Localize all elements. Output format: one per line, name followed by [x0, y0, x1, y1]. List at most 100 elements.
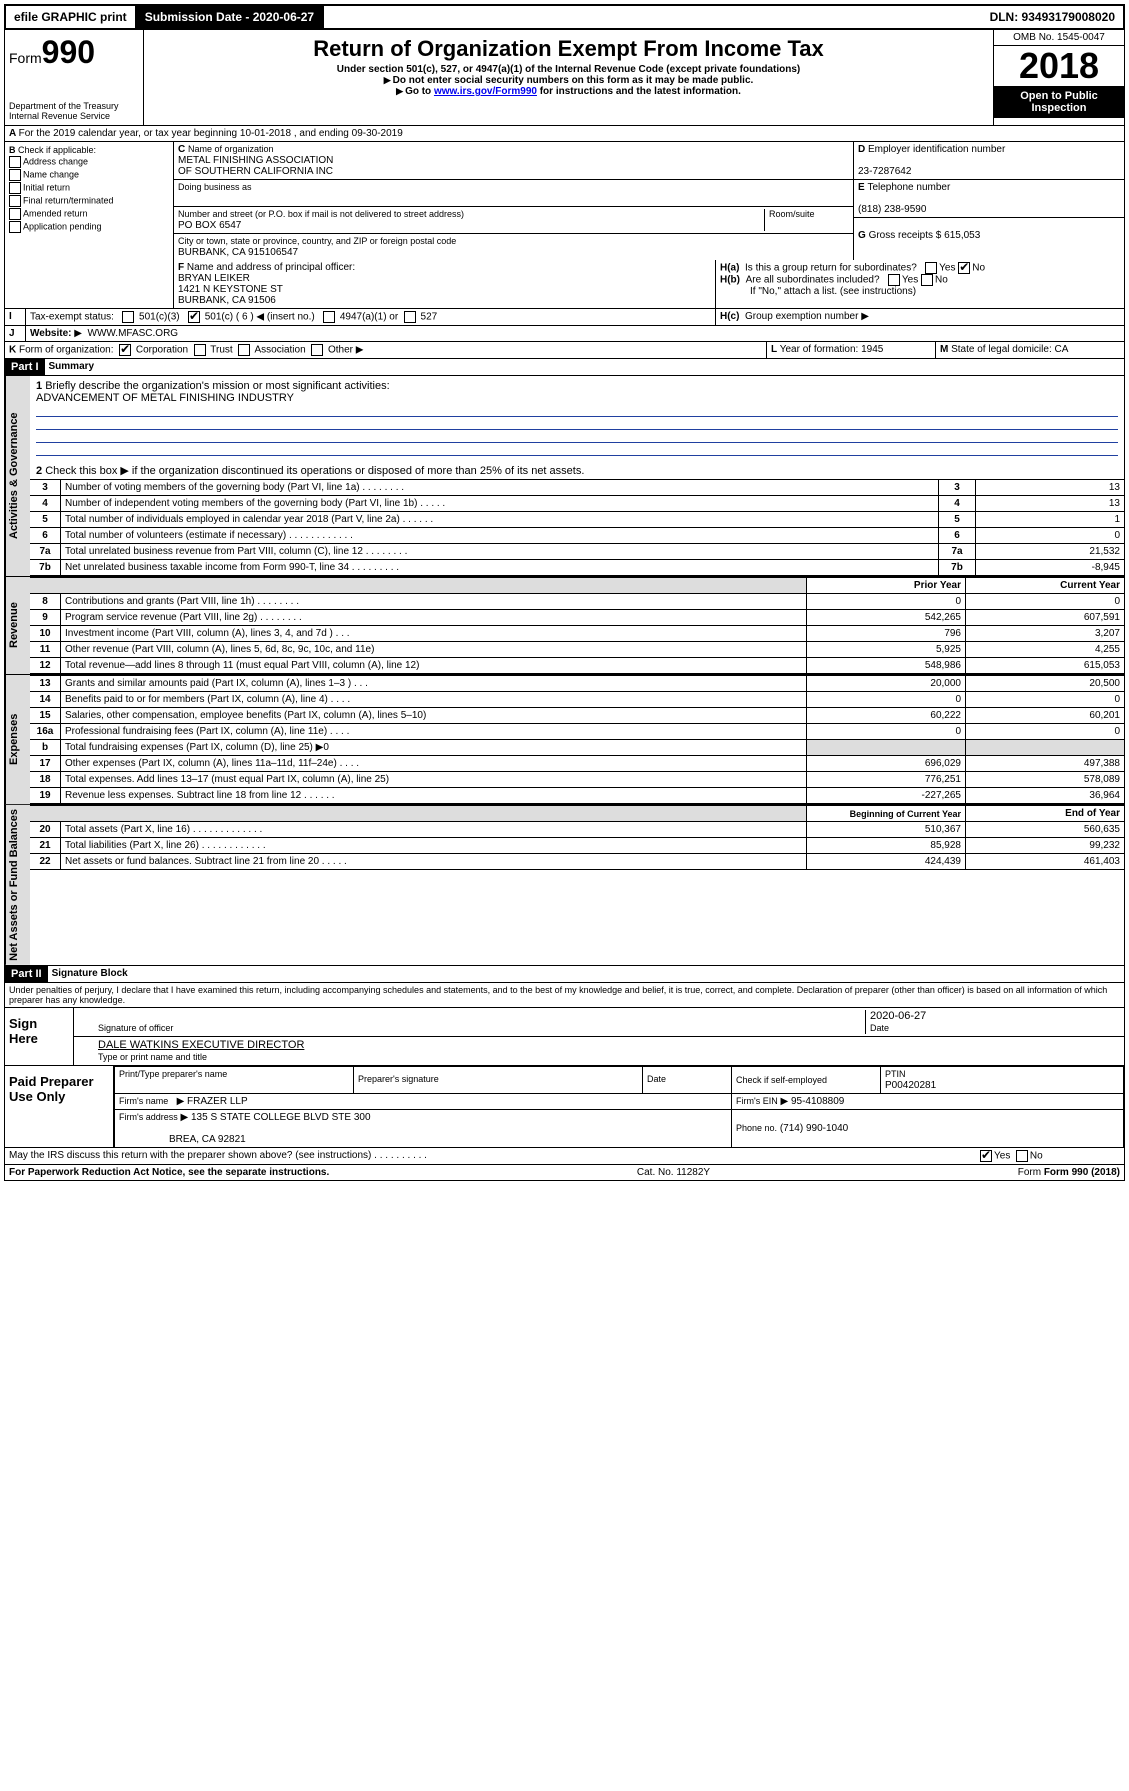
phone-label: Telephone number [867, 182, 950, 193]
prep-name-label: Print/Type preparer's name [119, 1069, 227, 1079]
phone-value: (818) 238-9590 [858, 204, 926, 215]
h-c-label: Group exemption number [745, 311, 858, 322]
note-ssn: Do not enter social security numbers on … [393, 75, 754, 86]
sign-here-label: Sign Here [5, 1008, 74, 1065]
form-prefix: Form [9, 50, 42, 66]
chk-initial-return[interactable] [9, 182, 21, 194]
year-formation-label: Year of formation: [780, 344, 859, 355]
chk-501c3[interactable] [122, 311, 134, 323]
officer-label: Name and address of principal officer: [187, 262, 355, 273]
part-1-label: Part I [5, 359, 45, 375]
chk-hb-yes[interactable] [888, 274, 900, 286]
perjury-text: Under penalties of perjury, I declare th… [5, 983, 1124, 1007]
self-employed-label: Check if self-employed [736, 1075, 827, 1085]
part-2-label: Part II [5, 966, 48, 982]
officer-addr2: BURBANK, CA 91506 [178, 295, 276, 306]
footer-pra: For Paperwork Reduction Act Notice, see … [9, 1167, 329, 1178]
part-1-title: Summary [45, 359, 99, 375]
tab-expenses: Expenses [5, 675, 30, 804]
part-2-title: Signature Block [48, 966, 132, 982]
chk-ha-yes[interactable] [925, 262, 937, 274]
state-domicile: CA [1055, 344, 1069, 355]
website-value: WWW.MFASC.ORG [88, 328, 179, 339]
form-header: Form990 Department of the Treasury Inter… [4, 30, 1125, 126]
form-title: Return of Organization Exempt From Incom… [148, 36, 989, 62]
chk-4947[interactable] [323, 311, 335, 323]
note-goto-pre: Go to [405, 86, 434, 97]
chk-trust[interactable] [194, 344, 206, 356]
chk-assoc[interactable] [238, 344, 250, 356]
tab-governance: Activities & Governance [5, 376, 30, 576]
firm-addr1: 135 S STATE COLLEGE BLVD STE 300 [191, 1112, 371, 1123]
addr-label: Number and street (or P.O. box if mail i… [178, 209, 464, 219]
prep-date-label: Date [647, 1074, 666, 1084]
firm-ein: 95-4108809 [791, 1096, 844, 1107]
tab-net-assets: Net Assets or Fund Balances [5, 805, 30, 965]
room-suite-label: Room/suite [764, 209, 849, 231]
org-name-label: Name of organization [188, 144, 274, 154]
officer-addr1: 1421 N KEYSTONE ST [178, 284, 283, 295]
net-assets-table: Beginning of Current YearEnd of Year20To… [30, 805, 1124, 870]
paid-preparer-block: Paid Preparer Use Only Print/Type prepar… [4, 1066, 1125, 1148]
tab-revenue: Revenue [5, 577, 30, 674]
line1-label: Briefly describe the organization's miss… [45, 380, 389, 392]
chk-527[interactable] [404, 311, 416, 323]
submission-date: Submission Date - 2020-06-27 [137, 6, 324, 28]
paid-preparer-label: Paid Preparer Use Only [5, 1066, 114, 1147]
org-name-2: OF SOUTHERN CALIFORNIA INC [178, 166, 333, 177]
website-label: Website: [30, 328, 72, 339]
chk-application-pending[interactable] [9, 221, 21, 233]
tax-exempt-label: Tax-exempt status: [30, 312, 114, 323]
note-goto-post: for instructions and the latest informat… [537, 86, 741, 97]
org-address: PO BOX 6547 [178, 220, 241, 231]
omb-number: OMB No. 1545-0047 [994, 30, 1124, 46]
firm-addr-label: Firm's address [119, 1112, 178, 1122]
section-b-to-g: B Check if applicable: Address change Na… [4, 142, 1125, 260]
chk-501c[interactable] [188, 311, 200, 323]
firm-addr2: BREA, CA 92821 [169, 1134, 246, 1145]
chk-discuss-no[interactable] [1016, 1150, 1028, 1162]
open-public-badge: Open to Public Inspection [994, 86, 1124, 118]
chk-ha-no[interactable] [958, 262, 970, 274]
sign-here-block: Sign Here Signature of officer 2020-06-2… [4, 1008, 1125, 1066]
efile-button[interactable]: efile GRAPHIC print [6, 6, 137, 28]
firm-phone-label: Phone no. [736, 1123, 777, 1133]
chk-corp[interactable] [119, 344, 131, 356]
footer-form: Form Form 990 (2018) [1018, 1167, 1120, 1178]
chk-other[interactable] [311, 344, 323, 356]
chk-final-return[interactable] [9, 195, 21, 207]
ein-value: 23-7287642 [858, 166, 911, 177]
gross-receipts-value: 615,053 [944, 230, 980, 241]
year-formation: 1945 [861, 344, 883, 355]
date-label: Date [870, 1023, 889, 1033]
firm-ein-label: Firm's EIN [736, 1096, 778, 1106]
footer-cat: Cat. No. 11282Y [637, 1167, 710, 1178]
expenses-table: 13Grants and similar amounts paid (Part … [30, 675, 1124, 804]
line1-mission: ADVANCEMENT OF METAL FINISHING INDUSTRY [36, 392, 294, 404]
tax-year: 2018 [994, 46, 1124, 86]
officer-type-name: DALE WATKINS EXECUTIVE DIRECTOR [98, 1039, 304, 1051]
sig-officer-label: Signature of officer [98, 1023, 173, 1033]
irs-link[interactable]: www.irs.gov/Form990 [434, 86, 537, 97]
sig-date: 2020-06-27 [870, 1010, 926, 1022]
org-city: BURBANK, CA 915106547 [178, 247, 298, 258]
ptin-value: P00420281 [885, 1080, 936, 1091]
officer-name: BRYAN LEIKER [178, 273, 250, 284]
chk-name-change[interactable] [9, 169, 21, 181]
revenue-table: Prior YearCurrent Year8Contributions and… [30, 577, 1124, 674]
chk-discuss-yes[interactable] [980, 1150, 992, 1162]
city-label: City or town, state or province, country… [178, 236, 456, 246]
ptin-label: PTIN [885, 1069, 906, 1079]
firm-name: FRAZER LLP [187, 1096, 248, 1107]
ein-label: Employer identification number [868, 144, 1005, 155]
h-b-note: If "No," attach a list. (see instruction… [720, 286, 1120, 297]
top-bar: efile GRAPHIC print Submission Date - 20… [4, 4, 1125, 30]
box-b-label: Check if applicable: [18, 145, 96, 155]
chk-hb-no[interactable] [921, 274, 933, 286]
form-number: 990 [42, 34, 95, 70]
chk-amended[interactable] [9, 208, 21, 220]
type-name-label: Type or print name and title [98, 1052, 207, 1062]
chk-address-change[interactable] [9, 156, 21, 168]
h-a-label: Is this a group return for subordinates? [745, 263, 917, 274]
firm-name-label: Firm's name [119, 1096, 168, 1106]
